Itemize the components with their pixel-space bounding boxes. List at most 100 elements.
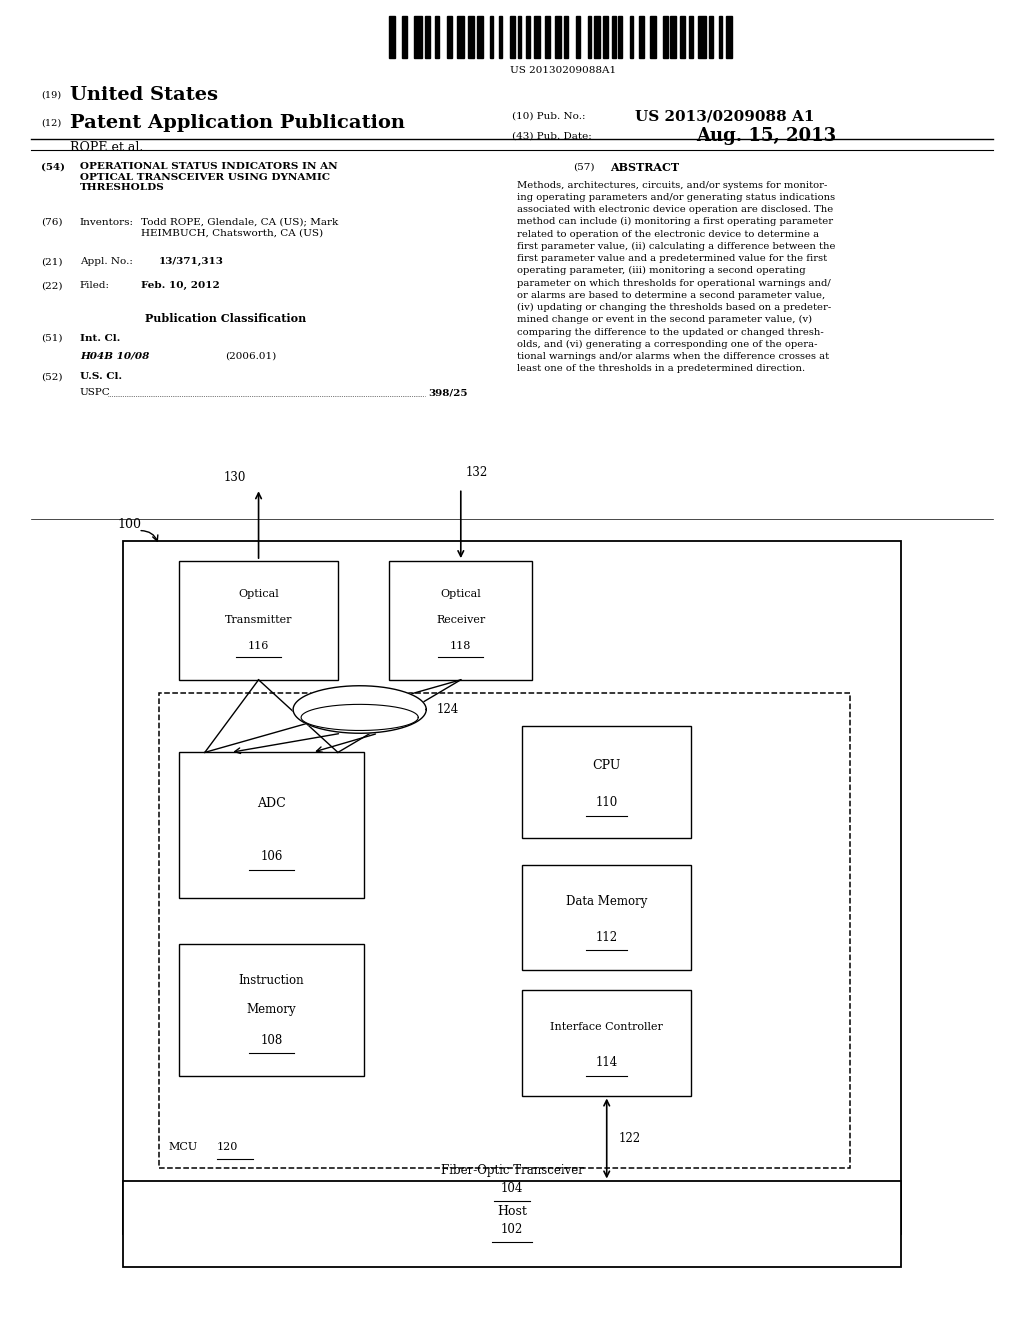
Text: 114: 114	[596, 1056, 617, 1069]
Text: Interface Controller: Interface Controller	[550, 1022, 664, 1032]
Text: Data Memory: Data Memory	[566, 895, 647, 908]
Bar	[630, 16, 633, 58]
Text: USPC: USPC	[80, 388, 111, 397]
FancyBboxPatch shape	[522, 865, 691, 970]
Bar	[414, 16, 422, 58]
Text: (22): (22)	[41, 281, 62, 290]
Text: (52): (52)	[41, 372, 62, 381]
Bar	[468, 16, 474, 58]
Text: Instruction: Instruction	[239, 974, 304, 987]
FancyBboxPatch shape	[159, 693, 850, 1168]
Bar	[510, 16, 515, 58]
Text: Transmitter: Transmitter	[225, 615, 292, 626]
FancyBboxPatch shape	[179, 752, 364, 898]
Text: OPERATIONAL STATUS INDICATORS IN AN
OPTICAL TRANSCEIVER USING DYNAMIC
THRESHOLDS: OPERATIONAL STATUS INDICATORS IN AN OPTI…	[80, 162, 338, 193]
Bar	[680, 16, 685, 58]
Text: 118: 118	[451, 640, 471, 651]
Text: Aug. 15, 2013: Aug. 15, 2013	[696, 127, 837, 145]
Text: (76): (76)	[41, 218, 62, 227]
Bar	[545, 16, 550, 58]
Bar	[457, 16, 464, 58]
Bar	[639, 16, 644, 58]
Bar	[671, 16, 676, 58]
FancyBboxPatch shape	[522, 726, 691, 838]
Text: ROPE et al.: ROPE et al.	[70, 141, 143, 154]
Bar	[689, 16, 692, 58]
Text: Fiber-Optic Transceiver: Fiber-Optic Transceiver	[440, 1164, 584, 1177]
Bar	[446, 16, 453, 58]
Text: Receiver: Receiver	[436, 615, 485, 626]
Polygon shape	[293, 686, 426, 733]
Text: 102: 102	[501, 1222, 523, 1236]
Bar	[594, 16, 600, 58]
Bar	[434, 16, 439, 58]
Text: CPU: CPU	[593, 759, 621, 772]
Text: 398/25: 398/25	[428, 388, 468, 397]
Text: (51): (51)	[41, 334, 62, 343]
Text: Inventors:: Inventors:	[80, 218, 134, 227]
Text: Host: Host	[497, 1205, 527, 1218]
Bar	[719, 16, 722, 58]
Text: H04B 10/08: H04B 10/08	[80, 351, 150, 360]
Text: 108: 108	[260, 1034, 283, 1047]
Bar	[603, 16, 608, 58]
Text: ABSTRACT: ABSTRACT	[610, 162, 680, 173]
Text: Patent Application Publication: Patent Application Publication	[70, 114, 404, 132]
Text: 112: 112	[596, 931, 617, 944]
Bar	[402, 16, 407, 58]
Bar	[710, 16, 713, 58]
Bar	[389, 16, 394, 58]
Text: (57): (57)	[573, 162, 595, 172]
Bar	[518, 16, 521, 58]
Text: Optical: Optical	[440, 589, 481, 599]
Bar	[425, 16, 430, 58]
Text: 106: 106	[260, 850, 283, 863]
Bar	[698, 16, 706, 58]
Bar	[490, 16, 494, 58]
Text: 132: 132	[466, 466, 488, 479]
Text: 13/371,313: 13/371,313	[159, 257, 223, 267]
Bar	[618, 16, 623, 58]
Text: (2006.01): (2006.01)	[225, 351, 276, 360]
Text: US 2013/0209088 A1: US 2013/0209088 A1	[635, 110, 814, 123]
Text: ADC: ADC	[257, 797, 286, 809]
Bar	[726, 16, 732, 58]
Bar	[555, 16, 561, 58]
FancyBboxPatch shape	[389, 561, 532, 680]
Text: US 20130209088A1: US 20130209088A1	[510, 66, 616, 75]
Text: Appl. No.:: Appl. No.:	[80, 257, 133, 267]
Text: (21): (21)	[41, 257, 62, 267]
Bar	[663, 16, 668, 58]
Text: (54): (54)	[41, 162, 65, 172]
Text: 130: 130	[224, 471, 246, 484]
Text: Feb. 10, 2012: Feb. 10, 2012	[141, 281, 220, 290]
Bar	[525, 16, 530, 58]
FancyBboxPatch shape	[179, 561, 338, 680]
Text: 120: 120	[217, 1142, 239, 1152]
Text: (43) Pub. Date:: (43) Pub. Date:	[512, 132, 592, 140]
Text: Memory: Memory	[247, 1003, 296, 1016]
Text: United States: United States	[70, 86, 218, 104]
Text: 116: 116	[248, 640, 269, 651]
Text: Optical: Optical	[239, 589, 279, 599]
Text: (19): (19)	[41, 91, 61, 99]
Text: U.S. Cl.: U.S. Cl.	[80, 372, 122, 381]
Text: (12): (12)	[41, 119, 61, 127]
FancyBboxPatch shape	[123, 1181, 901, 1267]
Text: Int. Cl.: Int. Cl.	[80, 334, 120, 343]
Text: 124: 124	[436, 704, 459, 715]
Bar	[499, 16, 503, 58]
FancyBboxPatch shape	[179, 944, 364, 1076]
Bar	[563, 16, 568, 58]
Text: 122: 122	[618, 1133, 641, 1144]
Bar	[612, 16, 615, 58]
Bar	[534, 16, 540, 58]
Text: Methods, architectures, circuits, and/or systems for monitor-
ing operating para: Methods, architectures, circuits, and/or…	[517, 181, 836, 374]
FancyBboxPatch shape	[522, 990, 691, 1096]
Text: 104: 104	[501, 1181, 523, 1195]
Text: Publication Classification: Publication Classification	[144, 313, 306, 323]
Text: (10) Pub. No.:: (10) Pub. No.:	[512, 112, 586, 120]
Bar	[575, 16, 581, 58]
Bar	[650, 16, 655, 58]
FancyBboxPatch shape	[123, 541, 901, 1234]
